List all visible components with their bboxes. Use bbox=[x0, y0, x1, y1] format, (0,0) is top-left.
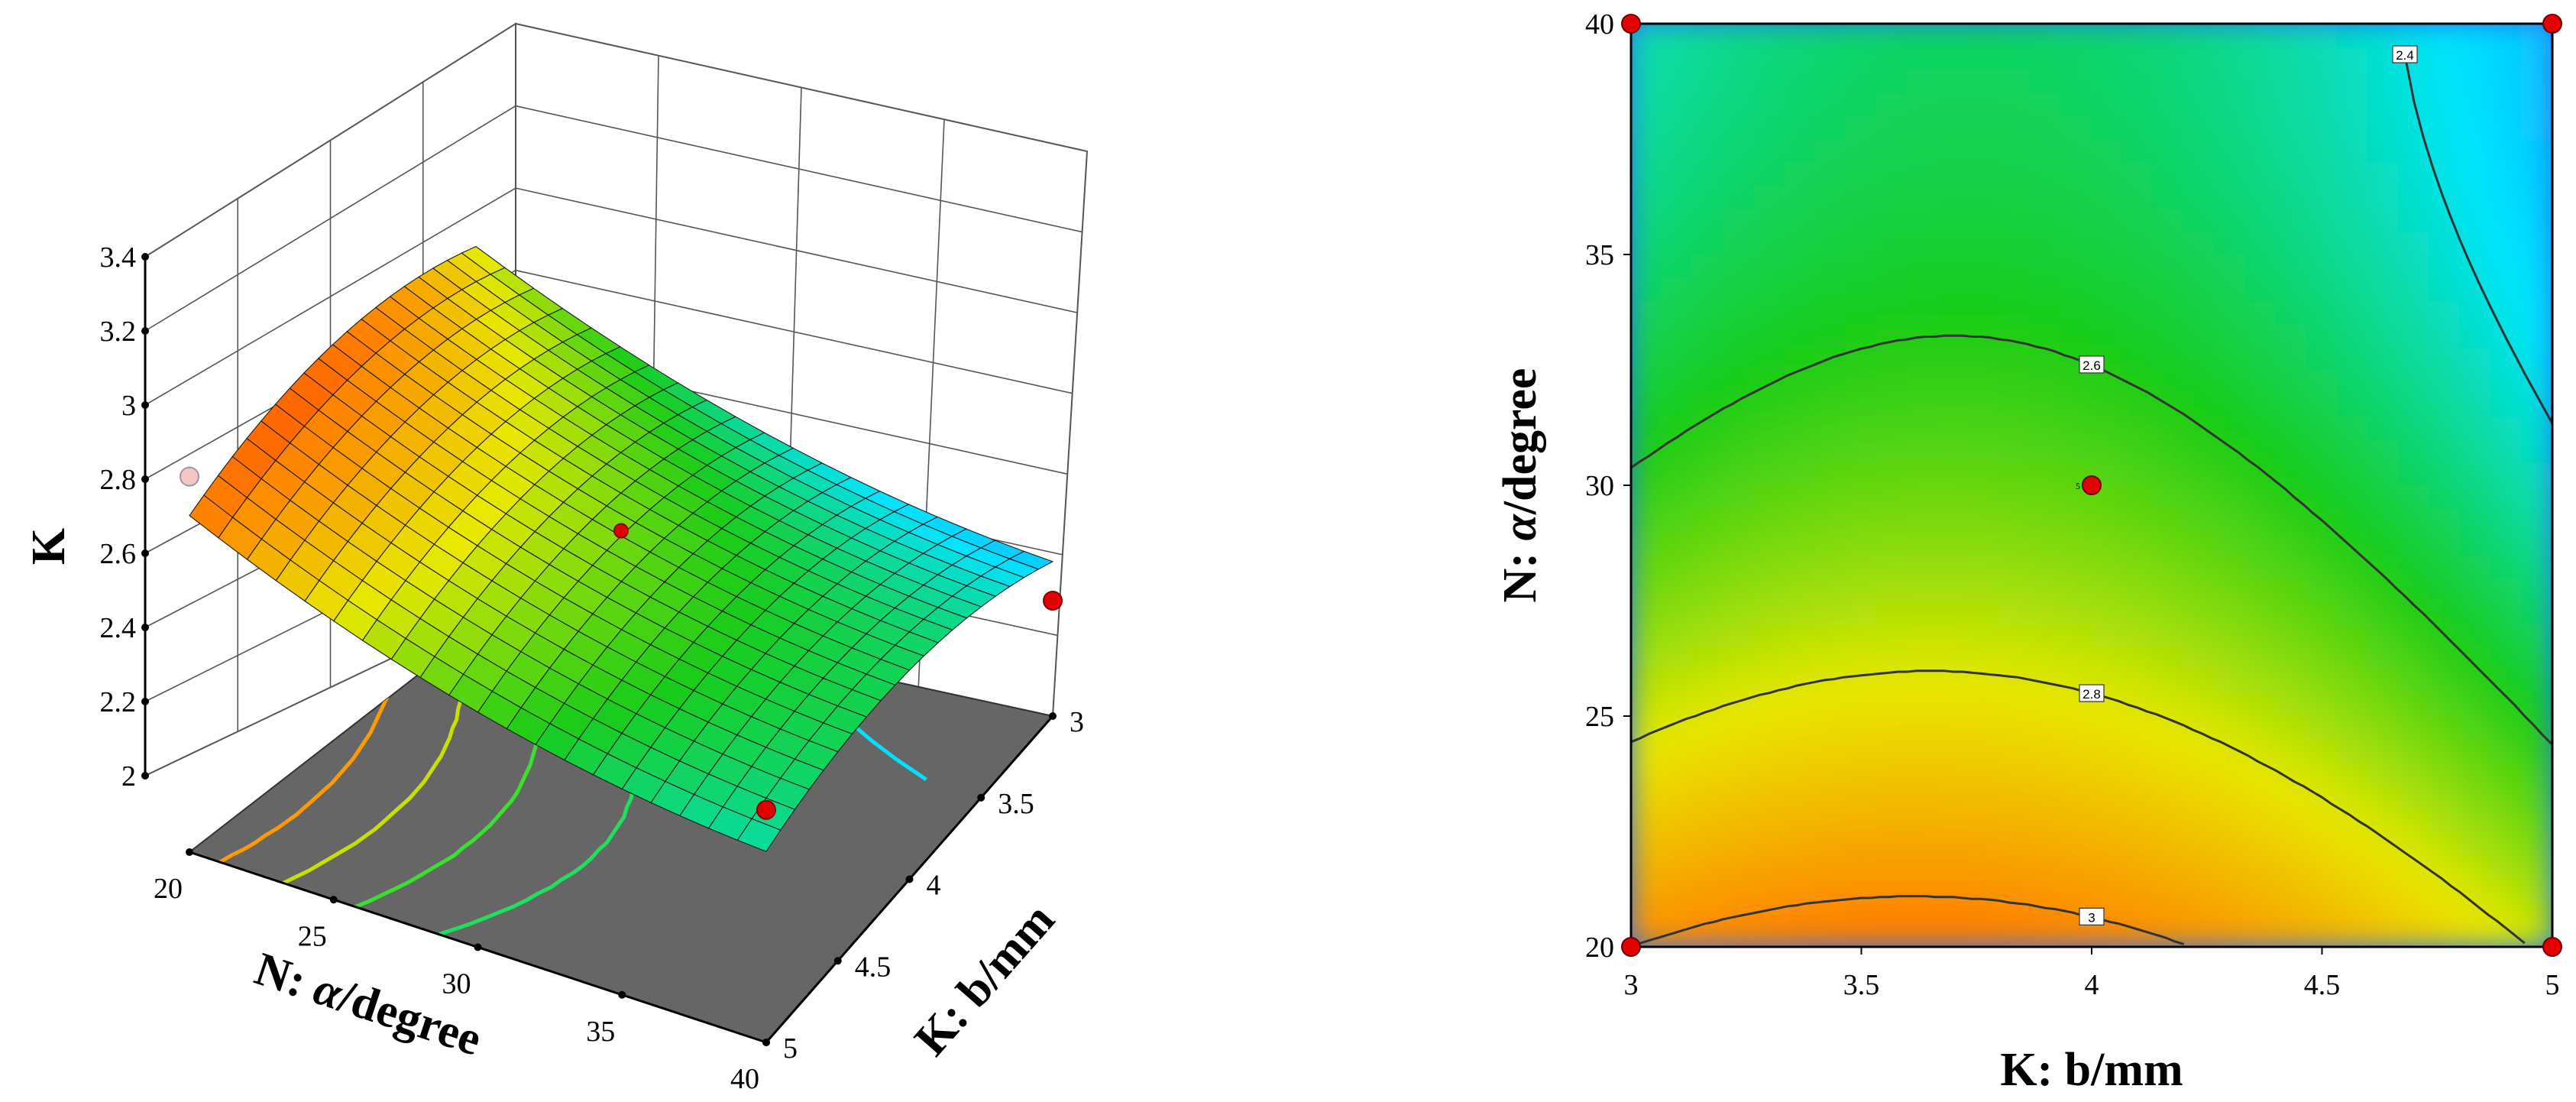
svg-text:2.6: 2.6 bbox=[2082, 358, 2101, 373]
alpha-tick-label: 40 bbox=[730, 1063, 759, 1095]
contour-label: 3 bbox=[2079, 907, 2105, 925]
contour-y-tick-label: 25 bbox=[1585, 701, 1614, 733]
contour-y-axis-title: N: α/degree bbox=[1494, 368, 1546, 603]
surface-design-point bbox=[180, 466, 199, 487]
z-axis-ticks: 2 2.2 2.4 2.6 2.8 3 3.2 3.4 bbox=[100, 241, 149, 792]
contour-design-point bbox=[2542, 937, 2562, 957]
b-tick-dot bbox=[1049, 712, 1057, 720]
z-tick-dot bbox=[141, 401, 149, 409]
z-tick-dot bbox=[141, 624, 149, 631]
contour-x-tick-label: 3 bbox=[1624, 969, 1639, 1001]
svg-text:3: 3 bbox=[2088, 910, 2095, 925]
contour-y-tick-label: 40 bbox=[1585, 8, 1614, 41]
b-tick-dot bbox=[762, 1039, 770, 1046]
b-tick-label: 4.5 bbox=[855, 951, 892, 983]
contour-x-tick-label: 4.5 bbox=[2304, 969, 2341, 1001]
z-tick-dot bbox=[141, 253, 149, 261]
alpha-axis-ticks: 20 25 30 35 40 bbox=[154, 848, 770, 1095]
alpha-tick-dot bbox=[474, 943, 482, 951]
z-tick-label: 2.4 bbox=[100, 612, 137, 644]
alpha-tick-dot bbox=[186, 848, 193, 856]
z-tick-label: 3 bbox=[121, 390, 136, 422]
z-tick-label: 3.2 bbox=[100, 316, 137, 348]
contour-design-point bbox=[2542, 14, 2562, 34]
alpha-tick-label: 20 bbox=[154, 873, 183, 905]
b-tick-label: 4 bbox=[927, 870, 941, 902]
surface-design-points bbox=[180, 466, 1063, 820]
z-tick-label: 3.4 bbox=[100, 241, 137, 274]
z-tick-dot bbox=[141, 549, 149, 557]
z-tick-dot bbox=[141, 698, 149, 705]
contour-line bbox=[2403, 54, 2552, 424]
z-tick-label: 2.6 bbox=[100, 538, 137, 570]
alpha-tick-dot bbox=[618, 990, 626, 999]
contour-x-axis-title: K: b/mm bbox=[2000, 1044, 2183, 1096]
contour-color-bands bbox=[1631, 24, 2552, 947]
z-tick-dot bbox=[141, 327, 149, 335]
contour-y-tick-label: 35 bbox=[1585, 239, 1614, 271]
surface-design-point bbox=[756, 799, 776, 820]
z-tick-label: 2.2 bbox=[100, 686, 137, 718]
contour-labels: 2.4 2.6 2.8 3 bbox=[2079, 45, 2418, 925]
surface-mesh bbox=[189, 245, 1054, 852]
contour-design-points: 5 bbox=[1621, 14, 2562, 957]
contour-y-tick-label: 20 bbox=[1585, 932, 1614, 964]
b-axis-ticks: 3 3.5 4 4.5 5 bbox=[762, 706, 1084, 1065]
contour-design-point bbox=[2082, 475, 2102, 495]
b-tick-label: 5 bbox=[783, 1032, 798, 1065]
z-tick-label: 2.8 bbox=[100, 464, 137, 496]
b-tick-label: 3.5 bbox=[998, 788, 1034, 820]
contour-y-tick-label: 30 bbox=[1585, 470, 1614, 502]
surface-plot: 2 2.2 2.4 2.6 2.8 3 3.2 3.4 K 20 25 30 35 40 3 3.5 4 4… bbox=[23, 22, 1089, 1095]
b-tick-dot bbox=[905, 875, 914, 883]
contour-label: 2.6 bbox=[2079, 355, 2105, 374]
b-axis-title: K: b/mm bbox=[905, 894, 1064, 1066]
contour-plot: 2.4 2.6 2.8 3 3 3.5 4 4.5 5 20 25 30 35 40 5 K: b/mm… bbox=[1494, 8, 2562, 1096]
z-tick-label: 2 bbox=[121, 760, 136, 792]
b-tick-dot bbox=[833, 957, 842, 965]
contour-x-tick-label: 5 bbox=[2545, 969, 2560, 1001]
contour-label: 2.4 bbox=[2392, 45, 2418, 63]
alpha-tick-dot bbox=[329, 896, 338, 904]
svg-text:2.8: 2.8 bbox=[2082, 687, 2101, 702]
z-tick-dot bbox=[141, 475, 149, 483]
alpha-tick-label: 30 bbox=[442, 968, 471, 1000]
alpha-tick-label: 25 bbox=[298, 920, 327, 952]
center-point-label: 5 bbox=[2076, 481, 2080, 491]
contour-design-point bbox=[1621, 14, 1641, 34]
contour-label: 2.8 bbox=[2079, 684, 2105, 702]
contour-design-point bbox=[1621, 937, 1641, 957]
svg-text:2.4: 2.4 bbox=[2396, 48, 2414, 63]
contour-x-tick-label: 3.5 bbox=[1843, 969, 1880, 1001]
surface-design-point bbox=[613, 523, 629, 539]
z-tick-dot bbox=[141, 772, 149, 780]
alpha-axis-title: N: α/degree bbox=[249, 943, 488, 1066]
contour-line bbox=[1631, 669, 2526, 945]
surface-design-point bbox=[1043, 590, 1063, 611]
b-tick-dot bbox=[977, 793, 985, 802]
alpha-tick-label: 35 bbox=[586, 1016, 615, 1048]
z-axis-title: K bbox=[23, 528, 75, 565]
contour-x-tick-label: 4 bbox=[2085, 969, 2099, 1001]
b-tick-label: 3 bbox=[1070, 706, 1084, 738]
